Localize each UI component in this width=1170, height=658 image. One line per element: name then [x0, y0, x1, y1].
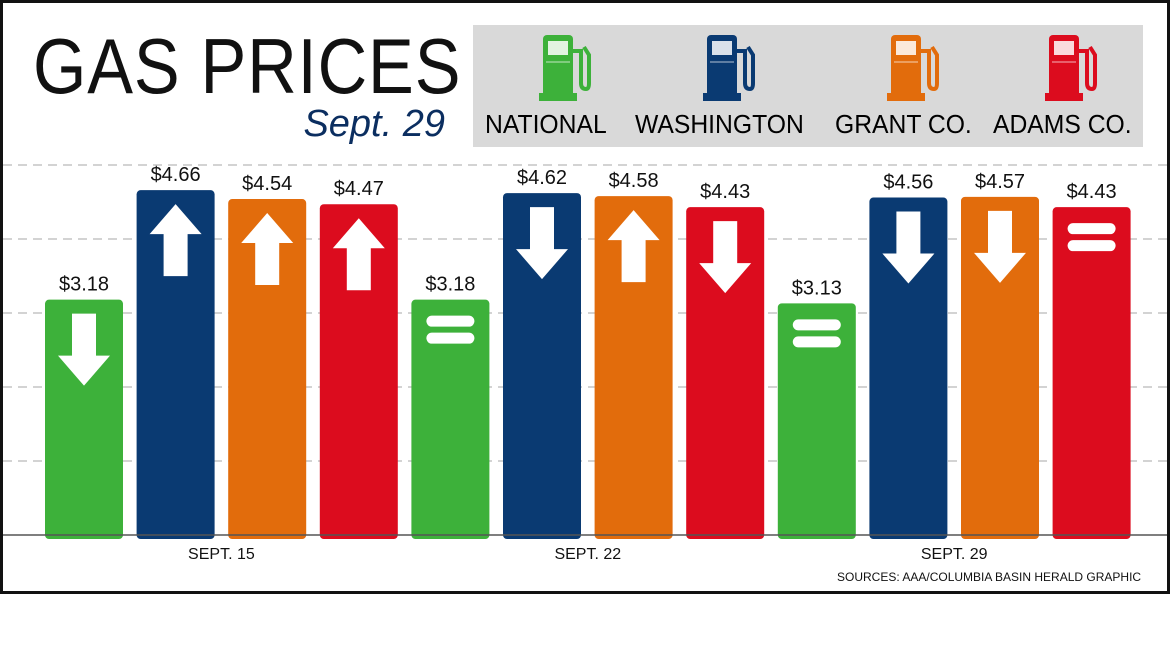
equals-icon	[426, 315, 475, 327]
bar-adams-co--0	[319, 204, 398, 539]
legend-label-washington: WASHINGTON	[635, 109, 804, 139]
up-arrow-icon	[241, 213, 294, 286]
gas-pump-icon	[539, 35, 591, 101]
bar	[228, 199, 307, 540]
up-arrow-icon	[149, 204, 202, 277]
up-arrow-icon	[332, 218, 385, 291]
gas-pump-icon	[887, 35, 939, 101]
bar	[686, 207, 765, 539]
down-arrow-icon	[516, 207, 568, 280]
data-label: $3.18	[425, 274, 475, 296]
x-tick-label: SEPT. 22	[554, 546, 621, 563]
down-arrow-icon	[58, 313, 110, 386]
x-tick-label: SEPT. 15	[188, 546, 255, 563]
gas-pump-icon	[703, 35, 755, 101]
bar-grant-co--0	[228, 199, 307, 540]
data-label: $4.66	[151, 164, 201, 186]
equals-icon	[1067, 223, 1116, 235]
data-label: $4.58	[609, 170, 659, 192]
bar-chart: $3.18 $4.66 $4.54 $4.47 SEPT. 15 $3.18 $4.62 $4…	[3, 164, 1167, 563]
bar-washington-0	[136, 190, 215, 539]
data-label: $3.13	[792, 277, 842, 299]
bar-national-1	[411, 299, 490, 539]
data-label: $4.56	[883, 172, 933, 194]
down-arrow-icon	[699, 221, 752, 294]
bar	[503, 193, 581, 539]
down-arrow-icon	[882, 211, 935, 284]
x-tick-label: SEPT. 29	[921, 546, 988, 563]
data-label: $4.43	[1067, 181, 1117, 203]
data-label: $4.62	[517, 167, 567, 189]
legend: NATIONAL WASHINGTON GRANT CO. ADAMS CO.	[473, 25, 1143, 147]
chart-title: GAS PRICES	[33, 22, 462, 110]
equals-icon	[792, 336, 841, 348]
legend-label-adams: ADAMS CO.	[993, 109, 1132, 139]
bar-adams-co--1	[686, 207, 765, 539]
bar	[961, 196, 1039, 539]
bar	[777, 303, 856, 539]
bar-grant-co--1	[594, 196, 673, 539]
bar	[411, 299, 490, 539]
bar-grant-co--2	[961, 196, 1039, 539]
equals-icon	[792, 319, 841, 331]
data-label: $4.47	[334, 178, 384, 200]
bar	[594, 196, 673, 539]
bar	[869, 197, 948, 539]
bar-national-2	[777, 303, 856, 539]
legend-label-grant: GRANT CO.	[835, 109, 972, 139]
gas-pump-icon	[1045, 35, 1097, 101]
bar-national-0	[45, 299, 123, 539]
up-arrow-icon	[607, 210, 660, 283]
equals-icon	[426, 332, 475, 344]
chart-subtitle: Sept. 29	[303, 103, 445, 145]
down-arrow-icon	[974, 210, 1026, 283]
data-label: $4.57	[975, 171, 1025, 193]
bar-washington-2	[869, 197, 948, 539]
equals-icon	[1067, 240, 1116, 252]
source-note: SOURCES: AAA/COLUMBIA BASIN HERALD GRAPH…	[837, 570, 1142, 584]
data-label: $4.54	[242, 173, 292, 195]
legend-label-national: NATIONAL	[485, 109, 607, 139]
bar-adams-co--2	[1052, 207, 1131, 539]
bar	[319, 204, 398, 539]
data-label: $3.18	[59, 274, 109, 296]
data-label: $4.43	[700, 181, 750, 203]
bar	[1052, 207, 1131, 539]
bar-washington-1	[503, 193, 581, 539]
bar	[136, 190, 215, 539]
infographic-frame: GAS PRICES Sept. 29 NATIONAL WASHINGTON …	[0, 0, 1170, 594]
